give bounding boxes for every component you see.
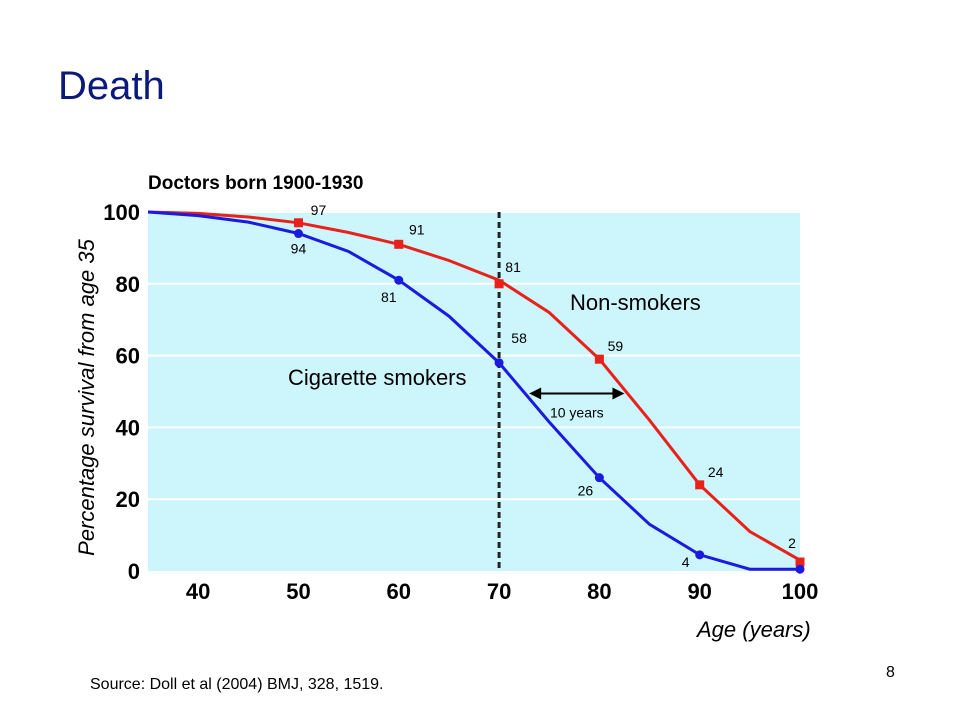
- x-tick-50: 50: [286, 579, 310, 604]
- chart-title: Doctors born 1900-1930: [148, 173, 363, 194]
- y-tick-100: 100: [103, 200, 140, 225]
- gridlines: [148, 211, 800, 501]
- annotation-layer: 10 years: [529, 387, 625, 421]
- data-label-non-smokers-50: 97: [311, 202, 327, 218]
- marker-non-smokers-100: [795, 557, 805, 567]
- data-label-non-smokers-60: 91: [409, 221, 425, 237]
- y-tick-80: 80: [116, 272, 140, 297]
- y-tick-20: 20: [116, 487, 140, 512]
- marker-smokers-100: [795, 564, 805, 574]
- data-label-smokers-70: 58: [511, 330, 527, 346]
- marker-smokers-50: [293, 229, 303, 239]
- y-tick-0: 0: [128, 559, 140, 584]
- marker-smokers-80: [594, 473, 604, 483]
- arrowhead-left: [529, 387, 542, 400]
- marker-smokers-70: [494, 358, 504, 368]
- y-tick-60: 60: [116, 344, 140, 369]
- marker-non-smokers-50: [293, 218, 303, 228]
- data-label-non-smokers-80: 59: [608, 338, 624, 354]
- x-tick-60: 60: [387, 579, 411, 604]
- plot-background: [148, 212, 800, 571]
- data-label-non-smokers-70: 81: [505, 259, 521, 275]
- marker-smokers-90: [695, 550, 705, 560]
- marker-non-smokers-80: [594, 354, 604, 364]
- series-label-non-smokers: Non-smokers: [570, 290, 701, 315]
- series-line-smokers: [147, 210, 800, 571]
- y-axis-label: Percentage survival from age 35: [74, 238, 99, 555]
- marker-non-smokers-90: [695, 480, 705, 490]
- y-tick-40: 40: [116, 415, 140, 440]
- slide-title: Death: [58, 64, 165, 108]
- source-citation: Source: Doll et al (2004) BMJ, 328, 1519…: [90, 676, 384, 693]
- data-label-non-smokers-100: 2: [788, 535, 796, 551]
- x-axis-label: Age (years): [695, 617, 811, 642]
- data-label-smokers-50: 94: [291, 241, 307, 257]
- x-tick-100: 100: [782, 579, 819, 604]
- ten-years-label: 10 years: [550, 405, 604, 421]
- page-number: 8: [886, 664, 895, 681]
- series-label-smokers: Cigarette smokers: [288, 365, 467, 390]
- data-label-smokers-60: 81: [381, 289, 397, 305]
- marker-non-smokers-70: [494, 279, 504, 289]
- x-tick-90: 90: [687, 579, 711, 604]
- data-label-non-smokers-90: 24: [708, 464, 724, 480]
- x-tick-40: 40: [186, 579, 210, 604]
- series-layer: 97 91 81 59 24 2 94 81 58 26 4: [147, 202, 805, 574]
- series-line-non-smokers: [147, 210, 801, 562]
- data-label-smokers-80: 26: [578, 483, 594, 499]
- marker-non-smokers-60: [394, 239, 404, 249]
- marker-smokers-60: [394, 275, 404, 285]
- arrowhead-right: [612, 387, 625, 400]
- x-tick-70: 70: [487, 579, 511, 604]
- y-axis-ticks: 0 20 40 60 80 100: [103, 200, 140, 584]
- data-label-smokers-90: 4: [682, 554, 690, 570]
- x-tick-80: 80: [587, 579, 611, 604]
- x-axis-ticks: 40 50 60 70 80 90 100: [186, 579, 818, 604]
